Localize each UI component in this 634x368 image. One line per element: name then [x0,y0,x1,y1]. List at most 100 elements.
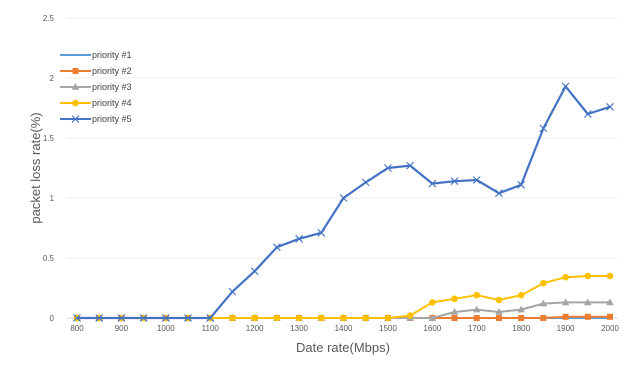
data-point [495,315,502,321]
x-tick-label: 1500 [379,324,397,333]
data-point [340,314,347,322]
x-axis-title: Date rate(Mbps) [296,340,390,355]
x-tick-label: 1900 [557,324,575,333]
data-point [472,305,481,313]
y-tick-label: 2 [50,74,55,83]
data-point [273,314,281,322]
x-tick-label: 1200 [246,324,264,333]
legend-marker [71,83,80,90]
series-5 [73,82,614,322]
data-point [583,298,592,306]
data-point [317,228,326,237]
data-point [562,313,569,320]
data-point [517,305,525,313]
data-point [561,82,570,91]
data-point [451,295,458,303]
y-tick-labels: 0 0.5 1 1.5 2 2.5 [43,14,55,323]
x-tick-label: 1700 [468,324,486,333]
y-tick-label: 1 [50,194,55,203]
y-tick-label: 2.5 [43,14,55,23]
grid [67,17,618,319]
data-point [451,315,458,321]
data-point [584,313,591,320]
data-point [295,314,303,322]
data-point [361,178,370,187]
data-point [495,296,503,304]
data-point [428,314,437,321]
data-point [73,314,81,322]
data-point [272,243,281,252]
data-point [562,273,569,281]
data-point [117,314,126,322]
data-point [251,314,258,322]
data-point [450,308,459,315]
data-point [295,234,303,243]
data-point [339,194,348,202]
data-point [561,298,570,306]
x-tick-label: 2000 [601,324,619,333]
legend-marker [72,99,79,107]
data-point [429,299,436,306]
data-point [428,179,437,188]
x-tick-label: 900 [115,324,129,333]
data-point [584,272,592,280]
x-tick-label: 1600 [423,324,441,333]
legend-marker [71,115,80,123]
legend-label: priority #3 [92,82,132,92]
x-tick-labels: 800 900 1000 1100 1200 1300 1400 1500 1600 1700 18… [70,324,619,333]
data-point [406,161,415,170]
data-point [206,314,215,322]
x-tick-label: 1400 [335,324,353,333]
data-point [473,315,480,321]
x-tick-label: 1000 [157,324,175,333]
x-tick-label: 1800 [512,324,530,333]
data-point [518,315,525,321]
legend-item: priority #2 [60,66,132,76]
legend-label: priority #4 [92,98,132,108]
data-point [317,314,325,322]
data-point [606,298,614,306]
legend: priority #1 priority #2 priority #3 priorit… [60,50,132,124]
data-point [517,180,526,189]
data-point [406,312,414,319]
data-point [139,314,148,322]
legend-label: priority #2 [92,66,132,76]
legend-label: priority #5 [92,114,132,124]
data-point [495,308,503,315]
legend-marker [72,68,79,74]
legend-label: priority #1 [92,50,132,60]
legend-item: priority #4 [60,98,132,108]
data-point [228,287,237,296]
data-point [250,267,259,276]
data-point [583,110,592,118]
data-point [161,314,170,322]
x-tick-label: 1300 [290,324,308,333]
data-point [495,189,503,198]
data-point [473,291,481,299]
y-tick-label: 1.5 [43,134,55,143]
series-line [77,85,611,320]
data-point [184,314,192,322]
series-line [77,275,610,319]
data-point [384,164,392,172]
data-point [540,315,547,321]
data-point [95,314,104,322]
data-point [362,314,370,322]
data-point [384,314,392,322]
y-axis-title: packet loss rate(%) [28,112,43,223]
data-point [540,279,547,287]
data-point [450,177,459,186]
data-point [229,314,236,322]
data-point [539,124,548,133]
x-tick-label: 1100 [202,324,220,333]
data-point [472,176,481,184]
series-layer [73,82,614,322]
y-tick-label: 0.5 [43,254,55,263]
legend-item: priority #3 [60,82,132,92]
data-point [539,299,548,307]
data-point [607,313,613,320]
x-tick-label: 800 [70,324,84,333]
data-point [606,102,614,111]
